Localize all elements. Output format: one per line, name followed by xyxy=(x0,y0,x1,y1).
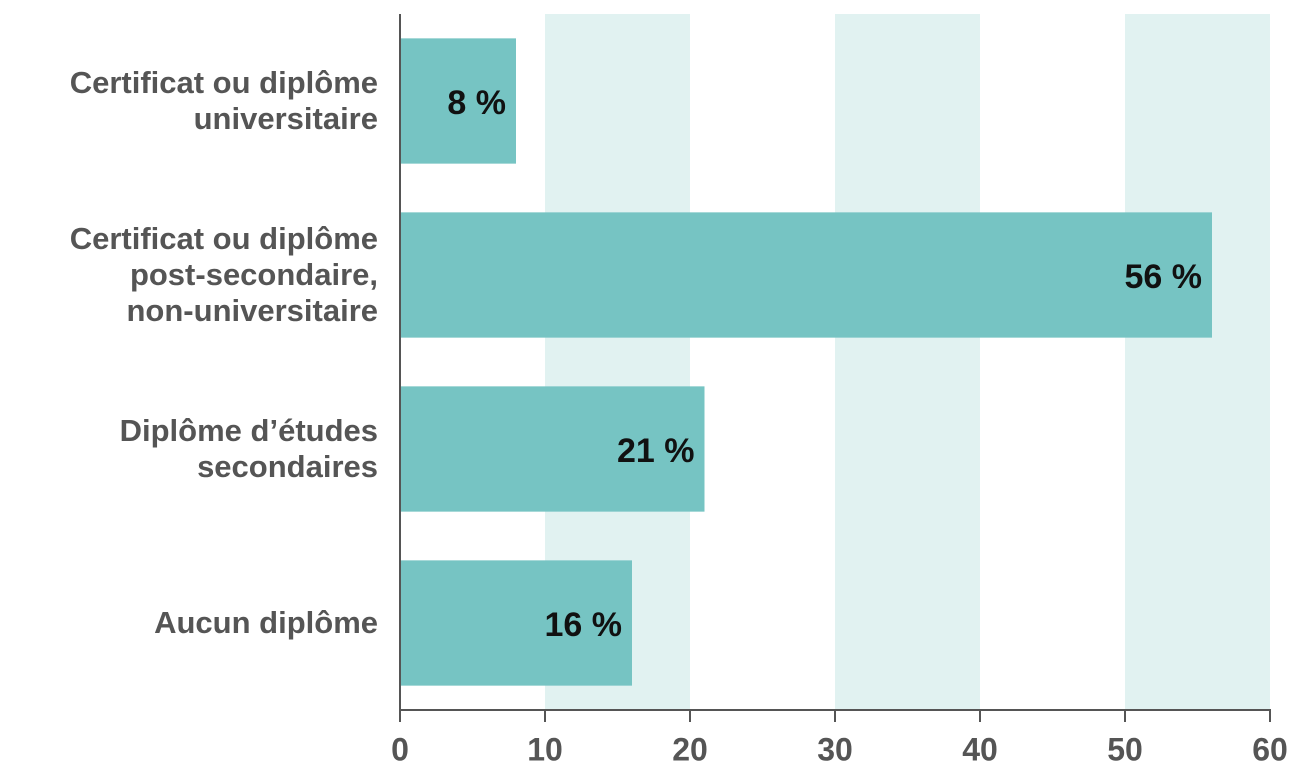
x-tick-label: 0 xyxy=(391,731,409,767)
value-label: 56 % xyxy=(1125,258,1203,296)
x-tick-label: 40 xyxy=(962,731,998,767)
category-label: Aucun diplôme xyxy=(154,605,378,640)
x-tick-label: 10 xyxy=(527,731,563,767)
x-tick-label: 60 xyxy=(1252,731,1288,767)
value-label: 8 % xyxy=(447,84,506,122)
category-label: Certificat ou diplôme universitaire xyxy=(69,65,378,136)
bar xyxy=(400,212,1212,338)
category-label: Certificat ou diplôme post-secondaire, n… xyxy=(69,221,378,328)
value-label: 21 % xyxy=(617,432,695,470)
category-label: Diplôme d’études secondaires xyxy=(119,413,378,484)
x-tick-label: 20 xyxy=(672,731,708,767)
bar xyxy=(400,560,632,686)
grid-band xyxy=(1125,14,1270,710)
x-tick-label: 50 xyxy=(1107,731,1143,767)
x-tick-label: 30 xyxy=(817,731,853,767)
grid-band xyxy=(835,14,980,710)
bar xyxy=(400,386,705,512)
bar xyxy=(400,38,516,164)
value-label: 16 % xyxy=(545,606,623,644)
